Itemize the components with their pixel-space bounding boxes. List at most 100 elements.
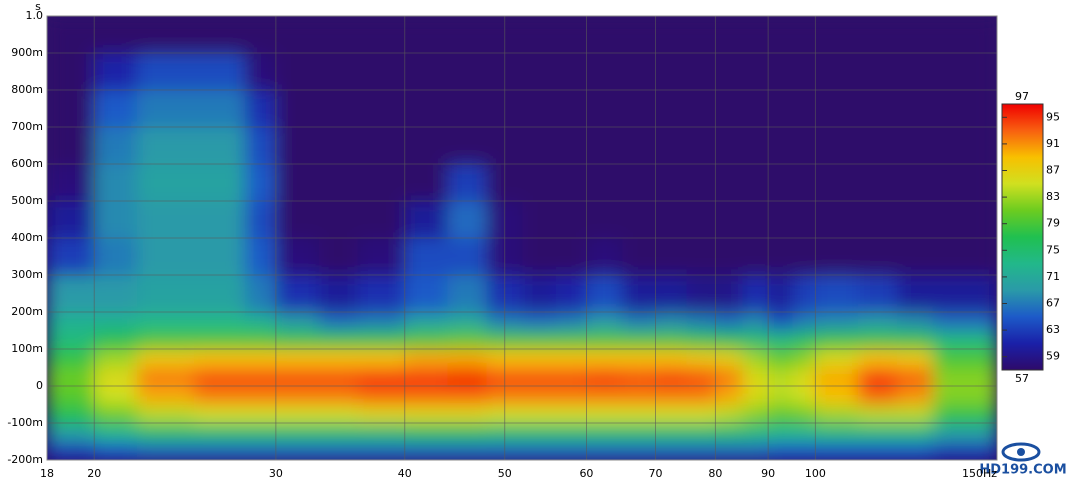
heat-cell (932, 312, 997, 331)
heat-cell (897, 367, 934, 387)
heat-cell (768, 312, 793, 331)
heat-cell (404, 127, 448, 165)
heat-cell (622, 16, 657, 54)
heat-cell (742, 367, 769, 387)
x-tick-label: 30 (269, 467, 283, 480)
heat-cell (47, 386, 95, 405)
heat-cell (768, 330, 793, 350)
heat-cell (404, 238, 448, 276)
heat-cell (447, 90, 487, 128)
heat-cells (47, 16, 997, 460)
heat-cell (47, 423, 95, 442)
heat-cell (447, 386, 487, 405)
heat-cell (768, 16, 793, 54)
heat-cell (47, 238, 95, 276)
heat-cell (275, 441, 320, 460)
heat-cell (194, 275, 246, 313)
heat-cell (622, 127, 657, 165)
y-tick-label: 100m (11, 342, 43, 355)
heat-cell (94, 201, 138, 239)
heat-cell (815, 238, 859, 276)
heat-cell (555, 90, 587, 128)
heat-cell (858, 16, 898, 54)
heat-cell (932, 441, 997, 460)
heat-cell (655, 367, 687, 387)
heat-cell (742, 90, 769, 128)
colorbar-max: 97 (1015, 90, 1029, 103)
heat-cell (522, 16, 557, 54)
heat-cell (932, 16, 997, 54)
heat-cell (897, 423, 934, 442)
heat-cell (244, 330, 277, 350)
heat-cell (768, 201, 793, 239)
heat-cell (792, 275, 816, 313)
heat-cell (792, 367, 816, 387)
heat-cell (136, 238, 195, 276)
heat-cell (318, 275, 359, 313)
heat-cell (858, 201, 898, 239)
heat-cell (318, 423, 359, 442)
heat-cell (555, 275, 587, 313)
heat-cell (768, 164, 793, 202)
x-tick-label: 50 (498, 467, 512, 480)
x-tick-label: 20 (87, 467, 101, 480)
heat-cell (815, 164, 859, 202)
heat-cell (47, 127, 95, 165)
heat-cell (715, 201, 744, 239)
heat-cell (47, 201, 95, 239)
heat-cell (136, 330, 195, 350)
heat-cell (244, 127, 277, 165)
heat-cell (318, 238, 359, 276)
heat-cell (357, 423, 406, 442)
heat-cell (244, 201, 277, 239)
heat-cell (768, 349, 793, 368)
heat-cell (742, 275, 769, 313)
heat-cell (357, 441, 406, 460)
heat-cell (792, 127, 816, 165)
heat-cell (94, 238, 138, 276)
heat-cell (404, 404, 448, 424)
heat-cell (686, 275, 716, 313)
heat-cell (447, 275, 487, 313)
heat-cell (522, 127, 557, 165)
heat-cell (522, 201, 557, 239)
heat-cell (742, 386, 769, 405)
heat-cell (815, 441, 859, 460)
heat-cell (357, 349, 406, 368)
heat-cell (357, 330, 406, 350)
heat-cell (47, 404, 95, 424)
colorbar-tick-label: 91 (1046, 137, 1060, 150)
heat-cell (858, 53, 898, 91)
heat-cell (136, 53, 195, 91)
heat-cell (47, 367, 95, 387)
heat-cell (94, 330, 138, 350)
heat-cell (586, 441, 623, 460)
heat-cell (858, 441, 898, 460)
heat-cell (715, 441, 744, 460)
heat-cell (622, 423, 657, 442)
heat-cell (715, 90, 744, 128)
y-tick-label: 800m (11, 83, 43, 96)
heat-cell (47, 330, 95, 350)
heat-cell (404, 349, 448, 368)
heat-cell (555, 16, 587, 54)
heat-cell (655, 90, 687, 128)
heat-cell (622, 201, 657, 239)
heat-cell (715, 404, 744, 424)
heat-cell (357, 404, 406, 424)
heat-cell (404, 201, 448, 239)
heat-cell (136, 441, 195, 460)
heat-cell (932, 275, 997, 313)
heat-cell (815, 90, 859, 128)
heat-cell (94, 423, 138, 442)
heat-cell (932, 164, 997, 202)
heat-cell (742, 238, 769, 276)
heat-cell (275, 312, 320, 331)
heat-cell (522, 275, 557, 313)
heat-cell (357, 312, 406, 331)
heat-cell (655, 349, 687, 368)
heat-cell (194, 201, 246, 239)
heat-cell (47, 441, 95, 460)
heat-cell (522, 386, 557, 405)
heat-cell (318, 16, 359, 54)
